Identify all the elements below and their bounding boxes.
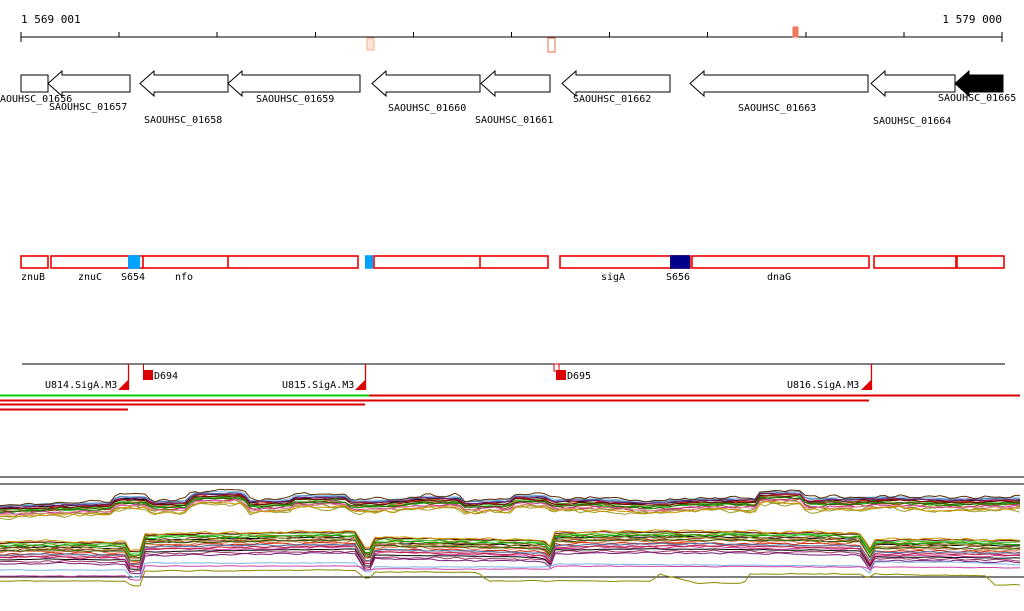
- upper-strand-profile-series: [0, 499, 1021, 516]
- feature-label-S656: S656: [666, 272, 690, 283]
- ruler-start-coordinate: 1 569 001: [21, 13, 81, 26]
- feature-box[interactable]: [956, 255, 1005, 269]
- lower-strand-profile-series: [0, 529, 1021, 551]
- feature-box[interactable]: [373, 255, 549, 269]
- ruler-marker-outline[interactable]: [547, 37, 556, 53]
- gene-label: SAOUHSC_01660: [388, 103, 466, 114]
- segment-label[interactable]: U816.SigA.M3: [787, 380, 859, 391]
- segment-label[interactable]: U815.SigA.M3: [282, 380, 354, 391]
- gene-label: SAOUHSC_01664: [873, 116, 951, 127]
- gene-box-AOUHSC_01656[interactable]: [20, 74, 49, 93]
- gene-label: SAOUHSC_01657: [49, 102, 127, 113]
- upper-strand-profile-series: [0, 496, 1021, 513]
- lower-strand-profile-series: [0, 538, 1021, 563]
- upper-strand-profile-series: [0, 491, 1021, 507]
- gene-arrow-SAOUHSC_01663[interactable]: [689, 69, 869, 98]
- gene-arrow-SAOUHSC_01665[interactable]: [954, 69, 1004, 98]
- lower-strand-profile-series: [0, 549, 1021, 572]
- gene-label: SAOUHSC_01658: [144, 115, 222, 126]
- feature-label-dnaG: dnaG: [767, 272, 791, 283]
- lower-strand-profile-series: [0, 531, 1021, 552]
- upper-strand-profile-series: [0, 494, 1021, 510]
- gene-arrow-SAOUHSC_01657[interactable]: [47, 69, 131, 98]
- ruler-marker-filled[interactable]: [792, 26, 799, 38]
- feature-label-nfo: nfo: [175, 272, 193, 283]
- upper-strand-profile-series: [0, 501, 1021, 518]
- lower-strand-profile-series: [0, 538, 1020, 561]
- lower-strand-profile-series: [0, 565, 1021, 581]
- lower-strand-profile-series: [0, 569, 1021, 587]
- lower-strand-profile-series: [0, 542, 1021, 565]
- tss-marker-D694[interactable]: [143, 370, 153, 380]
- gene-arrow-SAOUHSC_01658[interactable]: [139, 69, 229, 98]
- lower-strand-profile-series: [0, 561, 1021, 578]
- feature-label-znuC: znuC: [78, 272, 102, 283]
- lower-strand-profile-series: [0, 533, 1021, 556]
- lower-strand-profile-series: [0, 537, 1021, 559]
- gene-label: SAOUHSC_01663: [738, 103, 816, 114]
- gene-label: SAOUHSC_01665: [938, 93, 1016, 104]
- lower-strand-profile-series: [0, 551, 1021, 575]
- gene-arrow-SAOUHSC_01661[interactable]: [480, 69, 551, 98]
- feature-label-S654: S654: [121, 272, 145, 283]
- feature-box[interactable]: [873, 255, 957, 269]
- segment-end-triangle[interactable]: [118, 380, 128, 390]
- gene-label: SAOUHSC_01659: [256, 94, 334, 105]
- tss-label: D695: [567, 371, 591, 382]
- gene-label: SAOUHSC_01662: [573, 94, 651, 105]
- tss-stem: [553, 363, 560, 372]
- lower-strand-profile-series: [0, 548, 1021, 570]
- gene-arrow-SAOUHSC_01660[interactable]: [371, 69, 481, 98]
- feature-label-sigA: sigA: [601, 272, 625, 283]
- tss-box-unlabeled[interactable]: [365, 255, 373, 269]
- tss-box-S656[interactable]: [670, 255, 690, 269]
- tss-label: D694: [154, 371, 178, 382]
- feature-box[interactable]: [50, 255, 359, 269]
- lower-strand-profile-series: [0, 543, 1021, 566]
- segment-end-triangle[interactable]: [861, 380, 871, 390]
- upper-strand-profile-series: [0, 492, 1021, 509]
- lower-strand-profile-series: [0, 544, 1020, 567]
- segment-end-triangle[interactable]: [355, 380, 365, 390]
- tss-marker-D695[interactable]: [556, 370, 566, 380]
- gene-label: SAOUHSC_01661: [475, 115, 553, 126]
- feature-label-znuB: znuB: [21, 272, 45, 283]
- upper-strand-profile-series: [0, 488, 1021, 507]
- gene-arrow-SAOUHSC_01659[interactable]: [227, 69, 361, 98]
- ruler-end-coordinate: 1 579 000: [942, 13, 1002, 26]
- gene-arrow-SAOUHSC_01662[interactable]: [561, 69, 671, 98]
- feature-box[interactable]: [691, 255, 870, 269]
- segment-label[interactable]: U814.SigA.M3: [45, 380, 117, 391]
- gene-label: AOUHSC_01656: [0, 94, 72, 105]
- gene-arrow-SAOUHSC_01664[interactable]: [870, 69, 956, 98]
- feature-box[interactable]: [20, 255, 49, 269]
- tss-box-S654[interactable]: [128, 255, 140, 269]
- ruler-marker-pale[interactable]: [366, 37, 375, 51]
